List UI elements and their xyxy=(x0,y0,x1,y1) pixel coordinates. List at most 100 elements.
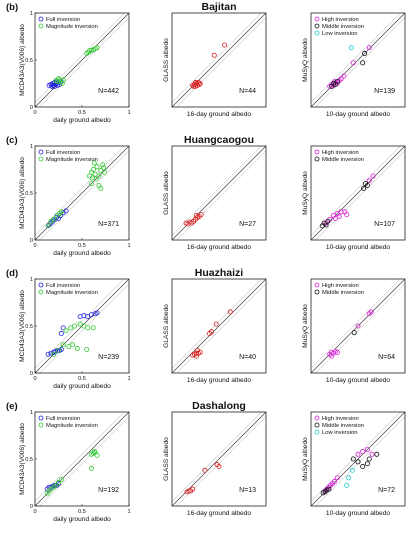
data-point xyxy=(191,83,197,89)
y-tick-label: 1 xyxy=(30,277,33,283)
legend-marker xyxy=(314,422,320,428)
scatter-panel: 10-day ground albedo MuSyQ albedo High inv… xyxy=(302,145,406,251)
x-tick-label: 0.5 xyxy=(78,509,86,515)
data-point xyxy=(360,60,366,66)
data-point xyxy=(100,162,106,168)
legend-entry: High inversion xyxy=(322,283,359,289)
data-point xyxy=(364,182,370,188)
legend-marker xyxy=(38,149,44,155)
legend-entry: High inversion xyxy=(322,17,359,23)
data-point xyxy=(323,222,329,228)
data-point xyxy=(211,52,217,58)
data-point xyxy=(197,81,203,87)
data-point xyxy=(346,475,352,481)
data-point xyxy=(85,314,91,320)
data-point xyxy=(348,45,354,51)
legend-entry: High inversion xyxy=(322,416,359,422)
scatter-panel: 00 0.5 0.5 1 1 daily ground albedo MCD43A3(V00… xyxy=(19,410,131,523)
data-point xyxy=(88,465,94,471)
data-point xyxy=(364,461,370,467)
y-axis-label: MuSyQ albedo xyxy=(302,38,309,82)
data-point xyxy=(196,81,202,87)
x-tick-label: 0 xyxy=(33,243,36,249)
legend-entry: Middle inversion xyxy=(322,157,364,163)
lower-band-line xyxy=(176,17,267,108)
legend-marker xyxy=(314,156,320,162)
upper-band-line xyxy=(34,411,125,502)
data-point xyxy=(344,482,350,488)
legend-entry: Magnitude inversion xyxy=(46,423,98,429)
scatter-panel: 00 0.5 0.5 1 1 daily ground albedo MCD43A3(V00… xyxy=(19,11,131,124)
y-tick-label: 0.5 xyxy=(25,191,33,197)
legend-entry: Magnitude inversion xyxy=(46,24,98,30)
legend-entry: Middle inversion xyxy=(322,290,364,296)
data-point xyxy=(344,212,350,218)
scatter-panel: 16-day ground albedo GLASS albedo N=40 xyxy=(163,278,267,384)
data-point xyxy=(59,81,65,87)
data-point xyxy=(334,349,340,355)
y-tick-label: 0.5 xyxy=(25,58,33,64)
data-point xyxy=(98,185,104,191)
data-point xyxy=(56,479,62,485)
data-point xyxy=(222,42,228,48)
plot-frame xyxy=(310,278,406,374)
data-point xyxy=(331,479,337,485)
panel-label: (d) xyxy=(6,268,18,279)
data-point xyxy=(66,344,72,350)
scatter-panel: 16-day ground albedo GLASS albedo N=27 xyxy=(163,145,267,251)
data-point xyxy=(334,475,340,481)
data-point xyxy=(361,185,367,191)
plot-frame xyxy=(310,411,406,507)
x-tick-label: 0 xyxy=(33,509,36,515)
data-point xyxy=(48,350,54,356)
scatter-panel: 16-day ground albedo GLASS albedo N=13 xyxy=(163,411,267,517)
data-point xyxy=(351,330,357,336)
legend-marker xyxy=(38,289,44,295)
y-tick-label: 0 xyxy=(30,238,33,244)
data-point xyxy=(370,173,376,179)
data-point xyxy=(198,212,204,218)
one-to-one-line xyxy=(171,278,267,374)
plot-frame xyxy=(171,411,267,507)
y-axis-label: MCD43A3(V006) albedo xyxy=(19,24,26,96)
data-point xyxy=(91,448,97,454)
x-tick-label: 1 xyxy=(127,243,130,249)
data-point xyxy=(368,309,374,315)
x-tick-label: 0 xyxy=(33,376,36,382)
sample-count: N=27 xyxy=(239,221,256,228)
site-title: Huazhaizi xyxy=(195,267,244,279)
data-point xyxy=(96,173,102,179)
data-point xyxy=(87,48,93,54)
sample-count: N=239 xyxy=(98,354,119,361)
data-point xyxy=(60,342,66,348)
data-point xyxy=(326,486,332,492)
sample-count: N=44 xyxy=(239,88,256,95)
data-point xyxy=(216,464,222,470)
legend-entry: Low inversion xyxy=(322,430,357,436)
data-point xyxy=(336,213,342,219)
one-to-one-line xyxy=(171,12,267,108)
y-tick-label: 1 xyxy=(30,11,33,17)
data-point xyxy=(94,452,100,458)
plot-frame xyxy=(171,145,267,241)
legend-marker xyxy=(38,23,44,29)
legend-entry: Full inversion xyxy=(46,17,80,23)
legend-entry: Full inversion xyxy=(46,150,80,156)
y-axis-label: GLASS albedo xyxy=(163,437,170,481)
legend-marker xyxy=(314,23,320,29)
sample-count: N=64 xyxy=(378,354,395,361)
data-point xyxy=(360,448,366,454)
y-axis-label: MuSyQ albedo xyxy=(302,437,309,481)
data-point xyxy=(88,181,94,187)
legend-marker xyxy=(38,415,44,421)
data-point xyxy=(350,60,356,66)
legend-marker xyxy=(314,282,320,288)
one-to-one-line xyxy=(34,411,130,507)
data-point xyxy=(355,451,361,457)
data-point xyxy=(227,309,233,315)
plot-frame xyxy=(310,145,406,241)
x-axis-label: 16-day ground albedo xyxy=(187,377,251,384)
data-point xyxy=(89,175,95,181)
data-point xyxy=(63,328,69,334)
y-axis-label: MuSyQ albedo xyxy=(302,171,309,215)
